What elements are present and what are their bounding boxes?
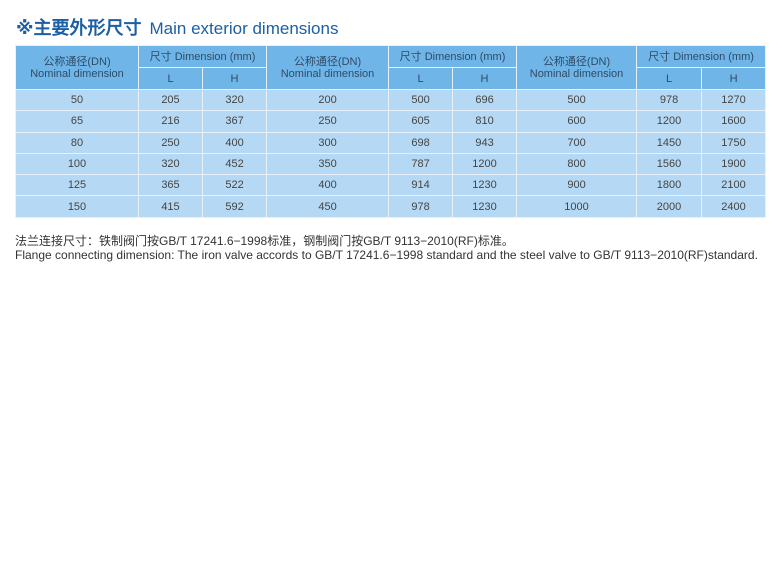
table-cell: 1230 — [452, 174, 518, 197]
h-header: H — [201, 67, 268, 90]
table-row: 65 216 367 250 605 810 600 1200 1600 — [15, 110, 767, 133]
dimension-header: 尺寸 Dimension (mm) — [388, 45, 518, 68]
table-cell: 592 — [201, 195, 268, 218]
table-cell: 500 — [388, 88, 454, 112]
table-cell: 320 — [201, 88, 268, 112]
l-header: L — [388, 67, 454, 90]
table-cell: 205 — [138, 88, 203, 112]
table-cell: 300 — [266, 131, 390, 154]
table-cell: 125 — [15, 174, 139, 197]
table-cell: 450 — [266, 195, 390, 218]
dn-header: 公称通径(DN) Nominal dimension — [266, 45, 390, 90]
table-cell: 200 — [266, 88, 390, 112]
table-cell: 1900 — [701, 152, 767, 176]
table-cell: 605 — [388, 110, 454, 133]
table-cell: 65 — [15, 110, 139, 133]
table-cell: 600 — [516, 110, 638, 133]
table-cell: 1800 — [636, 174, 703, 197]
table-cell: 365 — [138, 174, 203, 197]
table-cell: 400 — [266, 174, 390, 197]
table-row: 50 205 320 200 500 696 500 978 1270 — [15, 88, 767, 112]
table-cell: 1750 — [701, 131, 767, 154]
note-cn: 法兰连接尺寸：铁制阀门按GB/T 17241.6−1998标准，钢制阀门按GB/… — [15, 234, 514, 248]
title-cn: ※主要外形尺寸 — [16, 18, 142, 38]
table-cell: 2000 — [636, 195, 703, 218]
dn-header: 公称通径(DN) Nominal dimension — [516, 45, 638, 90]
table-cell: 367 — [201, 110, 268, 133]
table-cell: 1200 — [636, 110, 703, 133]
table-cell: 80 — [15, 131, 139, 154]
table-cell: 320 — [138, 152, 203, 176]
l-header: L — [138, 67, 203, 90]
l-header: L — [636, 67, 703, 90]
table-row: 80 250 400 300 698 943 700 1450 1750 — [15, 131, 767, 154]
table-cell: 2400 — [701, 195, 767, 218]
table-row: 150 415 592 450 978 1230 1000 2000 2400 — [15, 195, 767, 218]
h-header: H — [452, 67, 518, 90]
section-title: ※主要外形尺寸 Main exterior dimensions — [16, 14, 338, 40]
note-en: Flange connecting dimension: The iron va… — [15, 248, 758, 262]
h-header: H — [701, 67, 767, 90]
table-cell: 700 — [516, 131, 638, 154]
table-row: 100 320 452 350 787 1200 800 1560 1900 — [15, 152, 767, 176]
title-en: Main exterior dimensions — [149, 19, 339, 38]
dn-header: 公称通径(DN) Nominal dimension — [15, 45, 139, 90]
table-cell: 696 — [452, 88, 518, 112]
table-cell: 1270 — [701, 88, 767, 112]
table-cell: 978 — [636, 88, 703, 112]
dimension-header: 尺寸 Dimension (mm) — [636, 45, 767, 68]
table-cell: 350 — [266, 152, 390, 176]
table-cell: 50 — [15, 88, 139, 112]
table-cell: 914 — [388, 174, 454, 197]
table-cell: 810 — [452, 110, 518, 133]
dimensions-table: 公称通径(DN) Nominal dimension 尺寸 Dimension (… — [15, 45, 767, 218]
table-cell: 500 — [516, 88, 638, 112]
table-cell: 2100 — [701, 174, 767, 197]
header-row: 公称通径(DN) Nominal dimension 尺寸 Dimension (… — [15, 45, 767, 90]
table-cell: 1200 — [452, 152, 518, 176]
table-cell: 452 — [201, 152, 268, 176]
table-cell: 1560 — [636, 152, 703, 176]
table-cell: 400 — [201, 131, 268, 154]
table-row: 125 365 522 400 914 1230 900 1800 2100 — [15, 174, 767, 197]
table-cell: 1230 — [452, 195, 518, 218]
table-cell: 250 — [266, 110, 390, 133]
table-cell: 100 — [15, 152, 139, 176]
table-cell: 1000 — [516, 195, 638, 218]
table-cell: 250 — [138, 131, 203, 154]
table-cell: 800 — [516, 152, 638, 176]
dimension-header: 尺寸 Dimension (mm) — [137, 45, 268, 68]
table-cell: 787 — [388, 152, 454, 176]
table-cell: 943 — [452, 131, 518, 154]
table-cell: 415 — [138, 195, 203, 218]
table-cell: 522 — [201, 174, 268, 197]
table-cell: 1450 — [636, 131, 703, 154]
table-cell: 978 — [388, 195, 454, 218]
table-cell: 216 — [138, 110, 203, 133]
table-cell: 900 — [516, 174, 638, 197]
table-cell: 698 — [388, 131, 454, 154]
table-cell: 1600 — [701, 110, 767, 133]
table-cell: 150 — [15, 195, 139, 218]
